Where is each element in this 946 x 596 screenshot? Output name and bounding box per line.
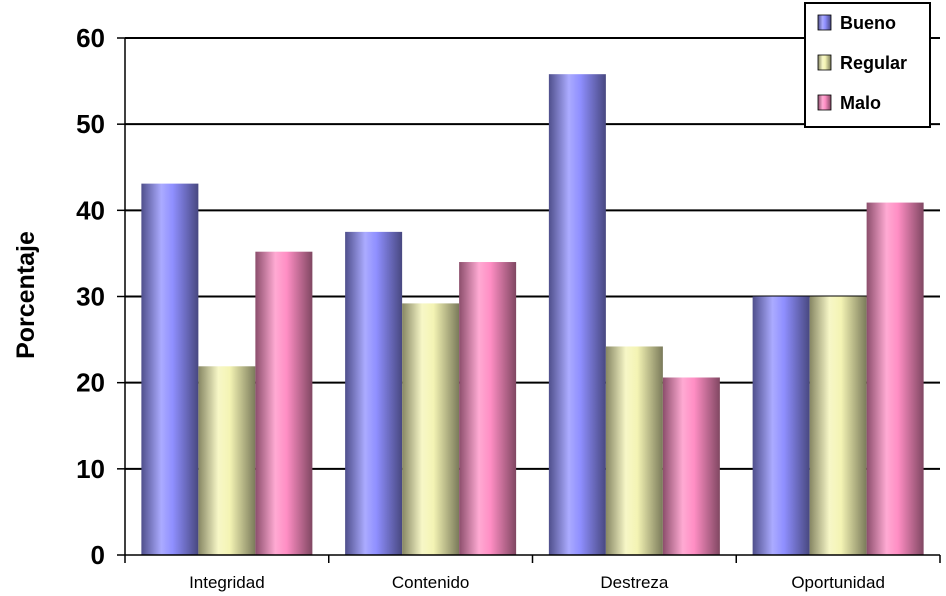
- bar-regular-oportunidad: [809, 296, 867, 555]
- x-tick-label: Destreza: [600, 573, 669, 592]
- legend-swatch-bueno: [817, 14, 832, 31]
- y-tick-label: 30: [76, 282, 105, 312]
- bars: [141, 74, 924, 555]
- legend-swatch-regular: [817, 54, 832, 71]
- y-tick-label: 10: [76, 454, 105, 484]
- axes: [117, 37, 941, 563]
- bar-malo-contenido: [459, 262, 517, 555]
- y-tick-label: 40: [76, 195, 105, 225]
- x-tick-label: Oportunidad: [791, 573, 885, 592]
- bar-malo-destreza: [662, 377, 720, 555]
- bar-bueno-oportunidad: [752, 296, 810, 555]
- y-tick-labels: 0 10 20 30 40 50 60: [76, 23, 105, 570]
- y-tick-label: 50: [76, 109, 105, 139]
- legend-label-bueno: Bueno: [840, 13, 896, 33]
- legend-swatch-malo: [817, 94, 832, 111]
- bar-bueno-contenido: [345, 231, 403, 555]
- y-axis-label: Porcentaje: [12, 231, 40, 359]
- bar-bueno-destreza: [548, 74, 606, 555]
- bar-malo-integridad: [255, 251, 313, 555]
- bar-bueno-integridad: [141, 183, 199, 555]
- y-tick-label: 0: [91, 540, 105, 570]
- bar-regular-integridad: [198, 366, 256, 555]
- y-tick-label: 20: [76, 368, 105, 398]
- legend-label-malo: Malo: [840, 93, 881, 113]
- x-tick-labels: Integridad Contenido Destreza Oportunidad: [189, 573, 885, 592]
- y-tick-label: 60: [76, 23, 105, 53]
- legend: Bueno Regular Malo: [804, 2, 931, 128]
- legend-label-regular: Regular: [840, 53, 907, 73]
- bar-regular-contenido: [402, 303, 460, 555]
- x-tick-label: Integridad: [189, 573, 265, 592]
- x-tick-label: Contenido: [392, 573, 470, 592]
- bar-malo-oportunidad: [866, 202, 924, 555]
- bar-regular-destreza: [605, 346, 663, 555]
